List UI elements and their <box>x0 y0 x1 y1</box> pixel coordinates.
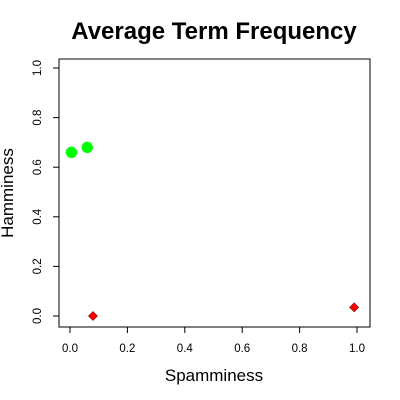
x-tick-label: 1.0 <box>349 343 365 355</box>
x-axis: 0.0 0.2 0.4 0.6 0.8 1.0 <box>62 326 365 355</box>
plot-area-frame <box>58 58 371 328</box>
x-tick-label: 0.6 <box>234 343 250 355</box>
y-axis-label: Hamminess <box>0 148 17 238</box>
y-tick-label: 0.2 <box>32 258 44 274</box>
x-tick-label: 0.0 <box>62 343 78 355</box>
data-point-circle <box>81 141 93 154</box>
data-point-circle <box>65 146 78 159</box>
x-axis-label: Spamminess <box>165 366 263 385</box>
data-point-diamond <box>349 302 360 313</box>
y-tick-label: 0.8 <box>32 110 44 126</box>
y-tick-label: 0.6 <box>32 159 44 175</box>
y-axis: 0.0 0.2 0.4 0.6 0.8 1.0 <box>32 60 60 324</box>
y-tick-label: 1.0 <box>32 60 44 76</box>
x-tick-label: 0.8 <box>292 343 308 355</box>
y-tick-label: 0.0 <box>32 308 44 324</box>
data-point-diamond <box>88 311 98 321</box>
x-tick-label: 0.2 <box>119 343 135 355</box>
data-points <box>65 141 360 321</box>
chart-title: Average Term Frequency <box>71 18 357 45</box>
y-tick-label: 0.4 <box>32 208 44 225</box>
x-tick-label: 0.4 <box>177 343 194 355</box>
